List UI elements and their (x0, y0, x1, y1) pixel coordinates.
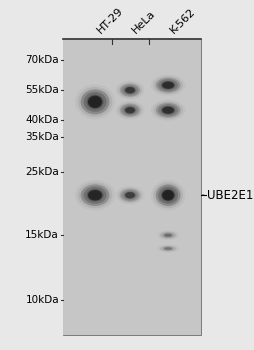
Text: HeLa: HeLa (130, 8, 156, 35)
Ellipse shape (153, 76, 182, 94)
Ellipse shape (119, 189, 140, 202)
Text: 40kDa: 40kDa (25, 115, 59, 125)
Ellipse shape (87, 190, 102, 201)
Ellipse shape (163, 233, 172, 237)
Ellipse shape (163, 191, 172, 199)
Ellipse shape (80, 184, 109, 206)
Ellipse shape (160, 81, 175, 90)
Ellipse shape (125, 193, 134, 198)
Ellipse shape (80, 89, 109, 114)
Ellipse shape (155, 103, 180, 118)
Ellipse shape (163, 233, 171, 237)
Ellipse shape (117, 187, 142, 203)
Ellipse shape (161, 232, 174, 238)
Text: HT-29: HT-29 (95, 5, 124, 35)
Ellipse shape (159, 232, 176, 239)
Ellipse shape (153, 182, 182, 208)
Ellipse shape (161, 82, 174, 89)
Ellipse shape (77, 182, 112, 208)
Ellipse shape (121, 190, 138, 201)
Ellipse shape (163, 82, 172, 88)
Ellipse shape (124, 87, 135, 93)
Ellipse shape (160, 189, 175, 202)
Ellipse shape (161, 106, 174, 114)
Ellipse shape (125, 88, 134, 93)
Ellipse shape (163, 107, 172, 113)
Ellipse shape (158, 104, 177, 116)
Ellipse shape (89, 191, 100, 199)
Ellipse shape (123, 106, 136, 114)
Ellipse shape (160, 106, 175, 115)
Ellipse shape (158, 79, 177, 91)
Ellipse shape (83, 92, 106, 112)
Text: K-562: K-562 (167, 6, 197, 35)
Ellipse shape (158, 187, 177, 204)
Ellipse shape (124, 107, 135, 113)
Ellipse shape (155, 184, 180, 206)
Ellipse shape (124, 192, 135, 198)
Ellipse shape (83, 187, 106, 204)
Ellipse shape (89, 97, 100, 107)
Ellipse shape (161, 246, 174, 251)
Text: 10kDa: 10kDa (25, 295, 59, 305)
Ellipse shape (77, 87, 112, 117)
Ellipse shape (125, 107, 134, 113)
Ellipse shape (155, 78, 180, 93)
Ellipse shape (164, 247, 171, 250)
Text: 15kDa: 15kDa (25, 230, 59, 240)
Ellipse shape (121, 105, 138, 116)
Ellipse shape (119, 104, 140, 117)
Text: 70kDa: 70kDa (25, 55, 59, 65)
Ellipse shape (117, 102, 142, 118)
Ellipse shape (123, 86, 136, 94)
Text: 25kDa: 25kDa (25, 167, 59, 177)
Ellipse shape (123, 191, 136, 199)
Ellipse shape (117, 82, 142, 98)
Text: 55kDa: 55kDa (25, 85, 59, 95)
FancyBboxPatch shape (63, 38, 200, 335)
Ellipse shape (153, 101, 182, 119)
Ellipse shape (159, 246, 176, 252)
Text: 35kDa: 35kDa (25, 132, 59, 142)
Ellipse shape (119, 84, 140, 97)
Ellipse shape (121, 85, 138, 96)
Ellipse shape (87, 96, 102, 108)
Text: UBE2E1: UBE2E1 (207, 189, 253, 202)
Ellipse shape (163, 247, 171, 250)
Ellipse shape (86, 189, 103, 202)
Ellipse shape (161, 190, 174, 201)
Ellipse shape (86, 94, 103, 110)
Ellipse shape (164, 234, 171, 237)
Ellipse shape (163, 247, 172, 250)
